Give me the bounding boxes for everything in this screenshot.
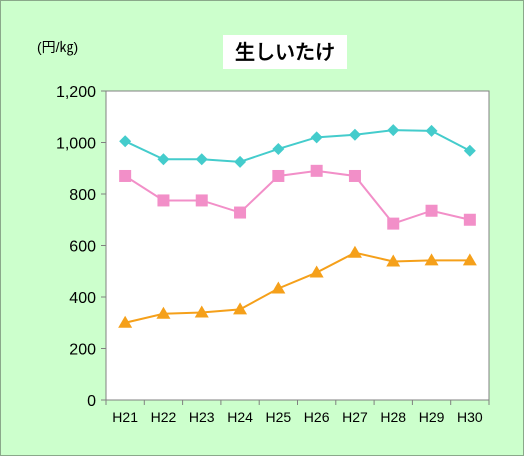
x-tick-label: H28	[380, 409, 406, 425]
data-point	[310, 164, 323, 177]
x-tick-label: H23	[189, 409, 215, 425]
data-point	[463, 213, 476, 226]
data-point	[233, 302, 248, 315]
series-line	[124, 129, 471, 163]
data-point	[309, 265, 324, 278]
data-point	[234, 155, 247, 168]
x-tick-label: H26	[304, 409, 330, 425]
x-tick-label: H27	[342, 409, 368, 425]
y-axis: 0 200 400 600 800 1,000 1,200	[56, 84, 106, 410]
data-point	[271, 281, 286, 294]
x-tick-label: H29	[419, 409, 445, 425]
data-point	[310, 131, 323, 144]
data-point	[272, 142, 285, 155]
data-point	[425, 204, 438, 217]
data-point	[119, 135, 132, 148]
unit-label: (円/㎏)	[37, 39, 79, 55]
x-tick-label: H30	[457, 409, 483, 425]
data-point	[386, 254, 401, 267]
y-tick-label: 0	[87, 393, 96, 410]
y-tick-label: 200	[69, 342, 96, 359]
plot-area	[105, 90, 490, 401]
x-tick-label: H25	[266, 409, 292, 425]
data-point	[157, 194, 170, 207]
data-point	[119, 169, 132, 182]
y-tick-label: 800	[69, 187, 96, 204]
data-point	[387, 124, 400, 137]
y-tick-label: 1,000	[56, 136, 96, 153]
y-tick-label: 400	[69, 290, 96, 307]
series-line	[124, 251, 470, 324]
data-point	[195, 153, 208, 166]
data-point	[348, 169, 361, 182]
series-triangle	[118, 245, 477, 328]
x-tick-label: H24	[227, 409, 253, 425]
x-tick-label: H21	[112, 409, 138, 425]
data-point	[424, 253, 439, 266]
data-point	[157, 153, 170, 166]
data-point	[347, 245, 362, 258]
data-point	[234, 206, 247, 219]
data-point	[462, 253, 477, 266]
data-point	[348, 128, 361, 141]
data-point	[156, 306, 171, 319]
series-diamond	[119, 124, 476, 168]
series-layer	[118, 124, 477, 328]
chart-title: 生しいたけ	[223, 35, 347, 69]
data-point	[463, 144, 476, 157]
data-point	[118, 315, 133, 328]
x-axis: H21 H22 H23 H24 H25 H26 H27 H28 H29 H30	[105, 400, 490, 425]
x-tick-label: H22	[151, 409, 177, 425]
data-point	[387, 217, 400, 230]
y-tick-label: 600	[69, 239, 96, 256]
data-point	[272, 169, 285, 182]
data-point	[425, 124, 438, 137]
series-line	[124, 169, 471, 225]
series-square	[119, 164, 476, 230]
data-point	[195, 194, 208, 207]
data-point	[194, 305, 209, 318]
y-tick-label: 1,200	[56, 84, 96, 101]
